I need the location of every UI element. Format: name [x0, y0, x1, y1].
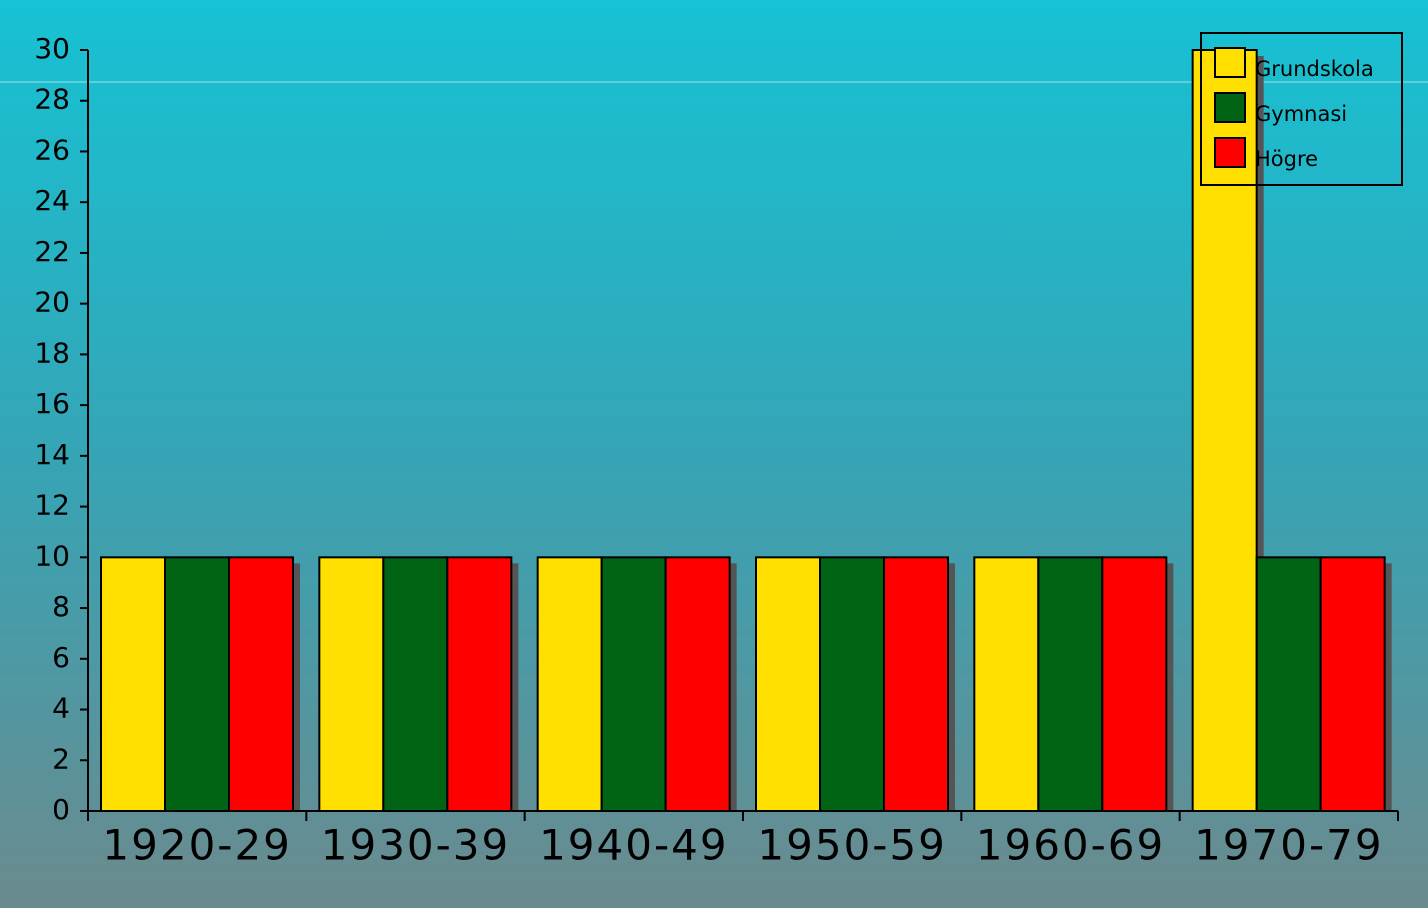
bar — [164, 556, 230, 812]
y-tick-label: 14 — [34, 438, 70, 471]
y-tick-label: 4 — [52, 692, 70, 725]
bar — [664, 556, 731, 812]
x-tick-label: 1970-79 — [1194, 821, 1384, 870]
y-tick-label: 10 — [34, 539, 70, 572]
bar — [1037, 556, 1104, 812]
y-tick-label: 6 — [52, 641, 70, 674]
y-tick-label: 18 — [34, 336, 70, 369]
legend-label: Gymnasi — [1255, 102, 1347, 126]
y-tick-label: 20 — [34, 286, 70, 319]
bar — [446, 556, 513, 812]
y-tick-label: 22 — [34, 235, 70, 268]
y-tick-label: 16 — [34, 387, 70, 420]
bar — [883, 556, 949, 812]
y-tick-label: 2 — [52, 742, 70, 775]
bar — [228, 556, 294, 812]
bar — [100, 556, 166, 812]
bar — [973, 556, 1040, 812]
bar — [1101, 556, 1168, 812]
x-tick-label: 1950-59 — [757, 821, 947, 870]
y-tick-label: 26 — [34, 133, 70, 166]
legend-swatch — [1214, 137, 1246, 168]
bar — [819, 556, 885, 812]
bar — [600, 556, 667, 812]
y-tick-label: 30 — [34, 32, 70, 65]
x-tick-label: 1960-69 — [976, 821, 1166, 870]
x-tick-label: 1920-29 — [102, 821, 292, 870]
bar — [382, 556, 449, 812]
y-tick-label: 28 — [34, 83, 70, 116]
x-tick-label: 1940-49 — [539, 821, 729, 870]
legend-swatch — [1214, 92, 1246, 123]
legend-swatch — [1214, 47, 1246, 78]
legend-label: Grundskola — [1255, 57, 1374, 81]
bar — [318, 556, 385, 812]
bar — [536, 556, 603, 812]
y-tick-label: 8 — [52, 590, 70, 623]
y-tick-label: 0 — [52, 793, 70, 826]
legend-box — [1200, 32, 1403, 186]
bar — [755, 556, 821, 812]
y-tick-label: 24 — [34, 184, 70, 217]
bar — [1255, 556, 1322, 812]
legend-label: Högre — [1255, 147, 1318, 171]
y-tick-label: 12 — [34, 489, 70, 522]
x-tick-label: 1930-39 — [321, 821, 511, 870]
bar — [1319, 556, 1386, 812]
